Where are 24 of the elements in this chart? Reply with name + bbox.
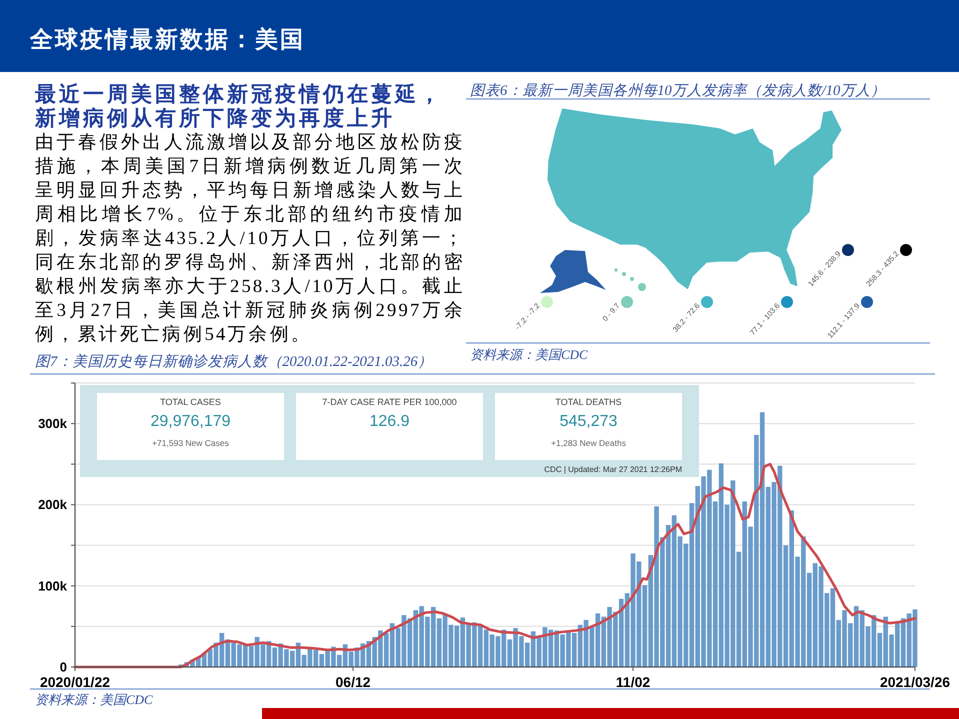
text: 最近一周美国整体新冠疫情仍在蔓延，新增病例从有所下降变为再度上升 bbox=[35, 82, 444, 130]
text: 由于春假外出人流激增以及部分地区放松防疫措施，本周美国7日新增病例数近几周第一次呈明显回升态势，平均每日新增感染人数与上周相比增长7%。位于东北部的纽约市疫情加剧，发病率达435.2人/10万人口，位列第一；同在东北部的罗得岛州、新泽西州，北部的密歇根州发病率亦大于258.3人/10万人口。截止至3月27日，美国总计新冠肺炎病例2997万余例，累计死亡病例54万余例。 bbox=[35, 133, 465, 345]
text: 126.9 bbox=[369, 413, 410, 430]
text: 资料来源：美国CDC bbox=[470, 347, 588, 362]
y-tick-label: 0 bbox=[60, 660, 67, 674]
category-label: TOTAL DEATHS bbox=[555, 397, 622, 407]
text: +1,283 New Deaths bbox=[551, 438, 626, 448]
text: 29,976,179 bbox=[150, 413, 231, 430]
y-tick-label: 300k bbox=[38, 416, 68, 432]
text: +71,593 New Cases bbox=[152, 438, 229, 448]
chart-title: 图7：美国历史每日新确诊发病人数（2020.01.22-2021.03.26） bbox=[35, 353, 433, 370]
y-tick-label: 100k bbox=[38, 578, 68, 594]
x-tick-label: 2021/03/26 bbox=[880, 674, 950, 690]
text: 全球疫情最新数据：美国 bbox=[30, 27, 305, 53]
x-tick-label: 06/12 bbox=[336, 674, 371, 690]
category-label: TOTAL CASES bbox=[160, 397, 221, 407]
y-tick-label: 200k bbox=[38, 497, 68, 512]
text: 545,273 bbox=[560, 413, 618, 430]
x-tick-label: 2020/01/22 bbox=[40, 674, 110, 690]
category-label: 7-DAY CASE RATE PER 100,000 bbox=[322, 397, 457, 407]
annotation: CDC | Updated: Mar 27 2021 12:26PM bbox=[544, 465, 682, 474]
text: 图表6：最新一周美国各州每10万人发病率（发病人数/10万人） bbox=[470, 82, 886, 99]
x-tick-label: 11/02 bbox=[616, 674, 650, 690]
text: 资料来源：美国CDC bbox=[35, 692, 154, 707]
